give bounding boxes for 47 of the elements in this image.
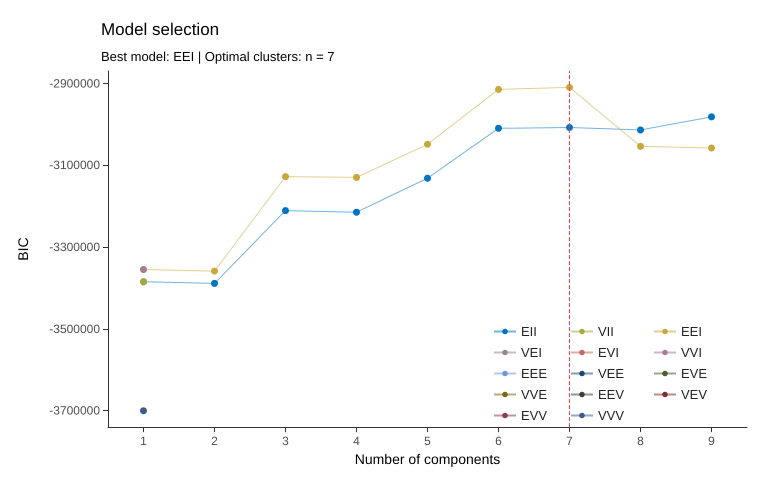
y-tick-label: -3300000 <box>49 240 100 254</box>
point <box>495 124 502 132</box>
point <box>282 173 289 180</box>
point <box>424 174 431 182</box>
x-tick-label: 5 <box>424 434 432 448</box>
y-axis-title: BIC <box>15 237 31 261</box>
chart-subtitle: Best model: EEI | Optimal clusters: n = 7 <box>101 49 334 64</box>
legend-label: EEE <box>521 366 548 381</box>
x-tick-label: 3 <box>282 434 290 448</box>
point <box>353 208 360 216</box>
point <box>495 86 502 93</box>
legend-label: EVV <box>521 408 548 423</box>
point <box>708 144 715 152</box>
x-tick-label: 2 <box>211 434 218 448</box>
legend-label: VII <box>598 324 614 339</box>
point <box>211 280 218 287</box>
y-tick-label: -2900000 <box>49 76 100 90</box>
legend-label: VVV <box>598 408 624 423</box>
x-tick-label: 7 <box>566 434 574 448</box>
legend-label: EII <box>521 324 537 339</box>
point <box>353 174 360 181</box>
x-tick-label: 9 <box>708 434 716 448</box>
point <box>708 113 715 120</box>
y-tick-label: -3700000 <box>49 404 100 418</box>
point <box>282 207 289 214</box>
point <box>637 126 644 134</box>
legend-label: VVI <box>681 345 702 360</box>
legend-label: EVE <box>681 366 708 381</box>
x-tick-label: 8 <box>637 434 644 448</box>
point <box>140 407 147 414</box>
point <box>424 140 431 148</box>
chart-title: Model selection <box>101 20 220 39</box>
legend-label: EEV <box>598 387 624 402</box>
x-tick-label: 6 <box>495 434 502 448</box>
point <box>637 142 644 150</box>
y-tick-label: -3500000 <box>49 322 100 336</box>
x-tick-label: 1 <box>140 434 148 448</box>
y-tick-label: -3100000 <box>49 158 100 172</box>
point <box>211 268 218 275</box>
legend-label: VEI <box>521 345 542 360</box>
legend-label: VEE <box>598 366 624 381</box>
legend-label: VEV <box>681 387 708 402</box>
x-tick-label: 4 <box>353 434 360 448</box>
legend-label: EVI <box>598 345 619 360</box>
x-axis-title: Number of components <box>354 451 500 467</box>
legend-label: VVE <box>521 387 548 402</box>
legend-label: EEI <box>681 324 702 339</box>
